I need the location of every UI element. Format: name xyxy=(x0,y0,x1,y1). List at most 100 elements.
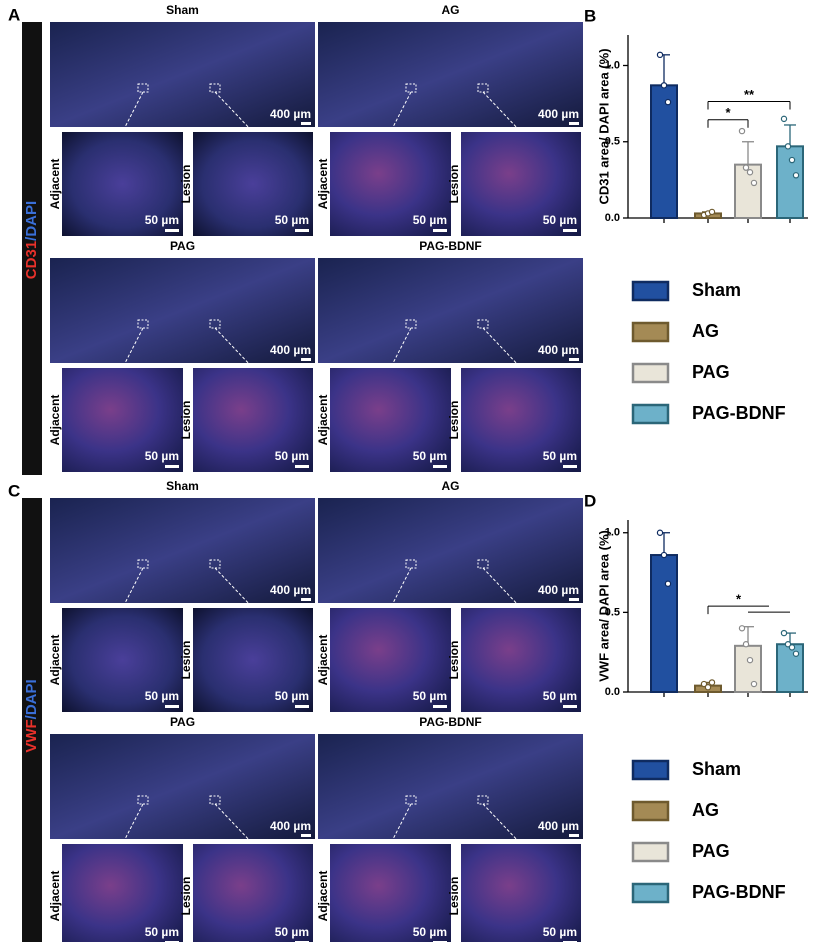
y-tick-label: 0.0 xyxy=(605,686,620,698)
inset-scale-bar xyxy=(433,465,447,468)
group-title: Sham xyxy=(166,479,199,493)
scale-bar xyxy=(301,834,311,837)
group-title: AG xyxy=(442,3,460,17)
inset-image xyxy=(193,608,313,712)
inset-image xyxy=(330,368,451,472)
section-image xyxy=(318,734,583,839)
inset-label: Adjacent xyxy=(316,159,330,210)
group-title: PAG xyxy=(170,715,195,729)
inset-image xyxy=(330,132,451,236)
inset-scale-label: 50 µm xyxy=(145,689,179,703)
inset-label: Lesion xyxy=(447,877,461,916)
legend-label: Sham xyxy=(692,759,741,779)
scale-label: 400 µm xyxy=(270,819,311,833)
inset-image xyxy=(461,132,581,236)
data-point xyxy=(664,580,672,587)
roi-line xyxy=(214,567,254,609)
section-image xyxy=(318,258,583,363)
stain-strip xyxy=(22,22,42,475)
group-title: PAG xyxy=(170,239,195,253)
inset-image xyxy=(461,368,581,472)
data-point xyxy=(660,551,668,559)
scale-label: 400 µm xyxy=(538,583,579,597)
inset-label: Lesion xyxy=(179,877,193,916)
scale-label: 400 µm xyxy=(538,107,579,121)
legend-label: PAG xyxy=(692,841,730,861)
data-point xyxy=(780,629,788,637)
group-title: PAG-BDNF xyxy=(419,715,481,729)
stain-label: CD31/DAPI xyxy=(23,201,40,279)
legend-label: PAG xyxy=(692,362,730,382)
inset-label: Lesion xyxy=(179,641,193,680)
inset-scale-label: 50 µm xyxy=(413,449,447,463)
y-tick-label: 1.0 xyxy=(605,527,620,539)
panel-letter: A xyxy=(8,5,20,24)
y-tick-label: 1.0 xyxy=(605,59,620,71)
inset-image xyxy=(62,368,183,472)
inset-image xyxy=(461,608,581,712)
roi-line xyxy=(122,91,144,133)
inset-image xyxy=(330,844,451,942)
section-image xyxy=(50,734,315,839)
data-point xyxy=(746,169,754,176)
panel-letter: C xyxy=(8,481,20,500)
inset-scale-label: 50 µm xyxy=(145,213,179,227)
data-point xyxy=(750,680,758,688)
data-point xyxy=(656,51,664,59)
roi-line xyxy=(482,327,522,369)
roi-line xyxy=(390,567,412,609)
legend-swatch xyxy=(631,759,670,781)
bar xyxy=(734,644,762,694)
scale-bar xyxy=(569,834,579,837)
data-point xyxy=(738,625,746,632)
significance: * xyxy=(736,592,742,607)
scale-bar xyxy=(569,122,579,125)
scale-bar xyxy=(569,358,579,361)
legend-label: Sham xyxy=(692,280,741,300)
significance: ** xyxy=(744,87,755,102)
y-axis-label: VWF area/ DAPI area (%) xyxy=(596,530,611,682)
inset-scale-label: 50 µm xyxy=(145,449,179,463)
legend-label: PAG-BDNF xyxy=(692,882,786,902)
inset-image xyxy=(193,844,313,942)
roi-line xyxy=(214,327,254,369)
bar xyxy=(776,145,804,219)
legend-swatch xyxy=(631,800,670,822)
section-image xyxy=(50,498,315,603)
inset-label: Lesion xyxy=(179,165,193,204)
scale-label: 400 µm xyxy=(538,343,579,357)
inset-scale-bar xyxy=(295,465,309,468)
inset-label: Adjacent xyxy=(48,159,62,210)
legend-swatch xyxy=(631,841,670,863)
inset-scale-bar xyxy=(433,229,447,232)
legend-swatch xyxy=(631,280,670,302)
section-image xyxy=(318,498,583,603)
roi-line xyxy=(214,91,254,133)
data-point xyxy=(700,680,708,688)
legend-swatch xyxy=(631,321,670,343)
data-point xyxy=(664,98,672,106)
roi-line xyxy=(122,327,144,369)
inset-image xyxy=(193,132,313,236)
stain-part: /DAPI xyxy=(23,679,40,719)
roi-line xyxy=(214,803,254,845)
inset-image xyxy=(330,608,451,712)
stain-strip xyxy=(22,498,42,942)
inset-label: Adjacent xyxy=(316,635,330,686)
section-image xyxy=(50,22,315,127)
inset-scale-bar xyxy=(433,705,447,708)
section-image xyxy=(318,22,583,127)
roi-line xyxy=(390,327,412,369)
panel-letter: D xyxy=(584,491,596,510)
inset-scale-bar xyxy=(295,229,309,232)
inset-scale-label: 50 µm xyxy=(413,213,447,227)
legend-label: PAG-BDNF xyxy=(692,403,786,423)
scale-bar xyxy=(569,598,579,601)
stain-part: CD31 xyxy=(23,241,40,279)
inset-label: Lesion xyxy=(447,641,461,680)
inset-label: Lesion xyxy=(447,165,461,204)
section-image xyxy=(50,258,315,363)
bar xyxy=(650,554,678,694)
inset-scale-label: 50 µm xyxy=(275,213,309,227)
